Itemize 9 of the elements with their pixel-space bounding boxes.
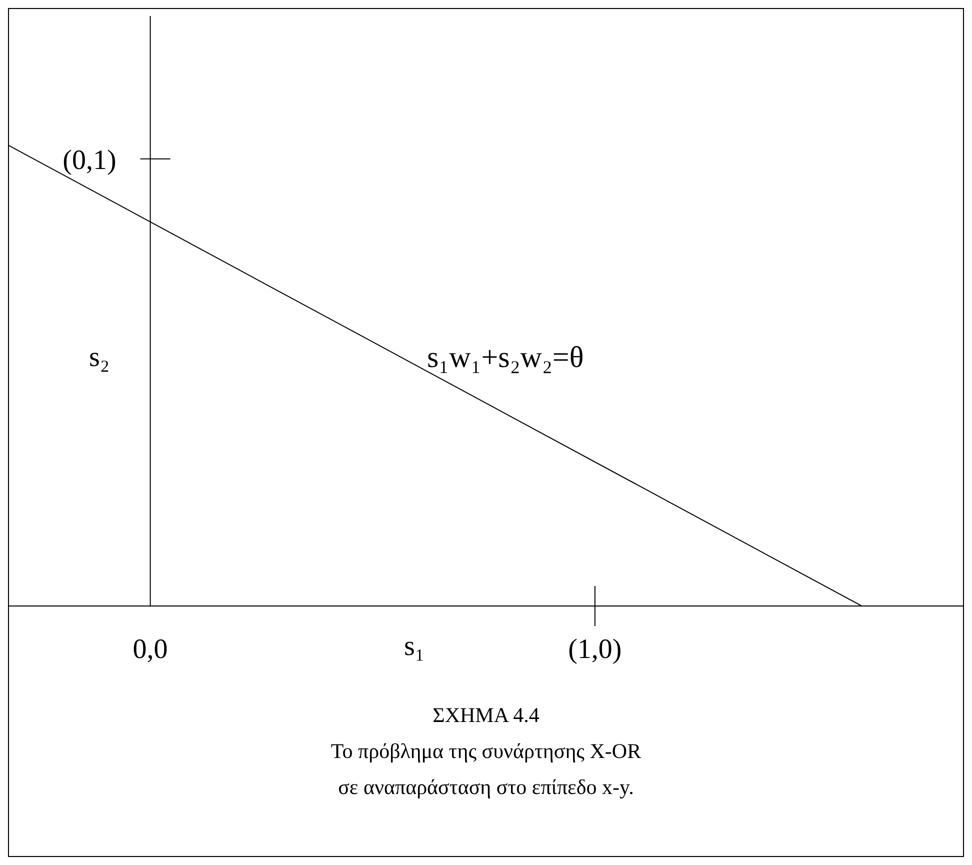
- y-axis-title: s₂: [89, 342, 110, 374]
- x-axis-title: s₁: [404, 631, 425, 663]
- annotation: s₁w₁+s₂w₂=θ: [427, 341, 584, 375]
- text: Το πρόβλημα της συνάρτησης X-OR: [330, 738, 642, 765]
- x-tick-label: 0,0: [132, 634, 168, 665]
- x-tick-label: (1,0): [568, 634, 622, 665]
- text: σε αναπαράσταση στο επίπεδο x-y.: [337, 774, 635, 801]
- text: ΣΧΗΜΑ 4.4: [432, 702, 540, 729]
- annotation: (0,1): [62, 144, 116, 176]
